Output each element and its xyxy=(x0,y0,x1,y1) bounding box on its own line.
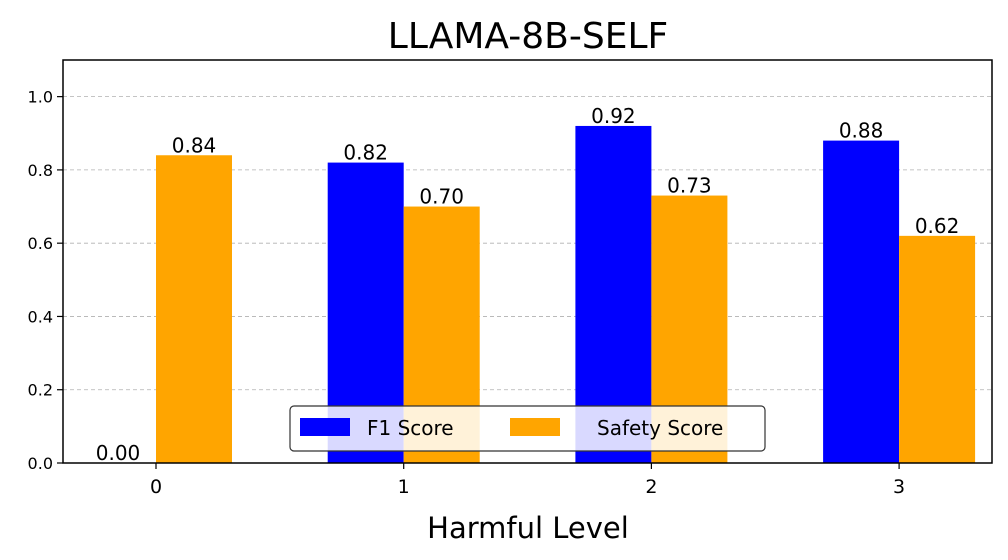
legend-label-safety-score: Safety Score xyxy=(597,416,723,440)
y-tick-label: 0.4 xyxy=(28,307,53,326)
plot-frame xyxy=(62,59,993,464)
y-tick-label: 0.6 xyxy=(28,234,53,253)
x-axis-ticks: 0 1 2 3 xyxy=(150,463,905,498)
x-axis-label: Harmful Level xyxy=(427,511,629,545)
chart-title: LLAMA-8B-SELF xyxy=(388,16,668,57)
data-label-safety-score-0: 0.84 xyxy=(172,133,217,157)
legend-swatch-f1-score xyxy=(300,418,350,436)
legend-label-f1-score: F1 Score xyxy=(367,416,454,440)
data-label-f1-score-2: 0.92 xyxy=(591,104,636,128)
legend-swatch-safety-score xyxy=(510,418,560,436)
data-label-safety-score-1: 0.70 xyxy=(419,185,464,209)
legend: F1 Score Safety Score xyxy=(289,405,766,452)
bar-f1-score-3 xyxy=(823,140,900,463)
data-label-f1-score-0: 0.00 xyxy=(96,441,141,465)
data-label-safety-score-3: 0.62 xyxy=(915,214,960,238)
data-label-f1-score-1: 0.82 xyxy=(343,141,388,165)
y-tick-label: 0.0 xyxy=(28,454,53,473)
x-tick-label: 3 xyxy=(893,476,905,498)
x-tick-label: 0 xyxy=(150,476,162,498)
x-tick-label: 2 xyxy=(645,476,657,498)
data-labels: 0.00 0.82 0.92 0.88 0.84 0.70 0.73 0.62 xyxy=(96,104,960,465)
y-tick-label: 0.8 xyxy=(28,161,53,180)
bar-safety-score-0 xyxy=(156,155,232,463)
data-label-safety-score-2: 0.73 xyxy=(667,174,712,198)
x-tick-label: 1 xyxy=(398,476,410,498)
data-label-f1-score-3: 0.88 xyxy=(839,119,884,143)
y-tick-label: 0.2 xyxy=(28,381,53,400)
bar-safety-score-3 xyxy=(899,235,976,463)
y-axis-ticks: 0.0 0.2 0.4 0.6 0.8 1.0 xyxy=(28,88,63,473)
y-tick-label: 1.0 xyxy=(28,88,53,107)
